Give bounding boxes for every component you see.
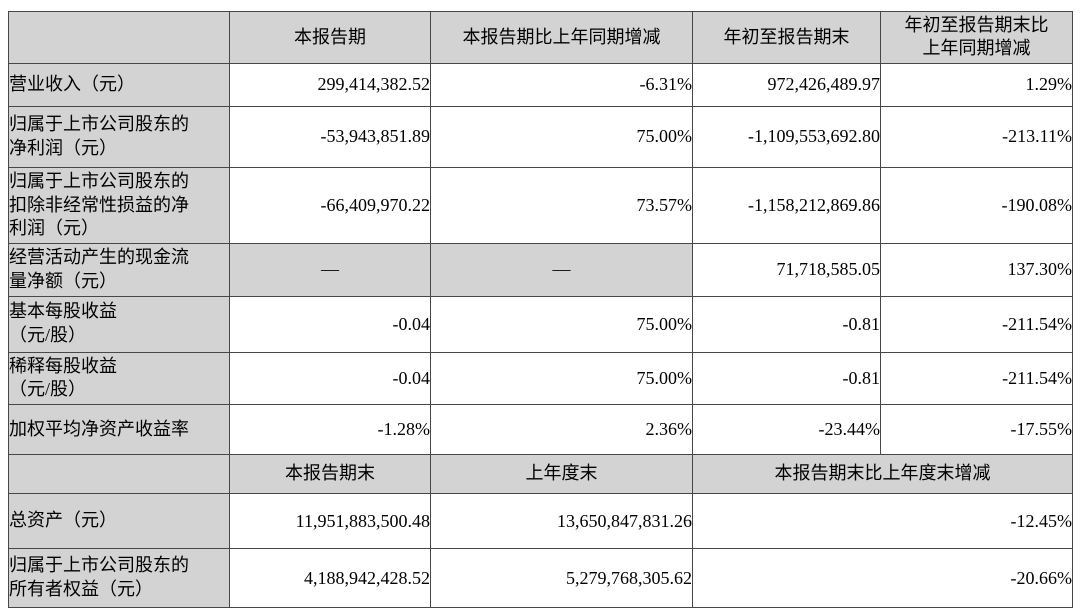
operating-revenue-period-yoy: -6.31% [430,62,693,107]
section1-corner-cell [8,11,230,64]
section1-header-row: 本报告期 本报告期比上年同期增减 年初至报告期末 年初至报告期末比 上年同期增减 [8,11,1073,64]
header-prior-year-end: 上年度末 [430,454,693,495]
row-net-profit: 归属于上市公司股东的 净利润（元） -53,943,851.89 75.00% … [8,105,1073,168]
net-profit-current: -53,943,851.89 [229,105,431,168]
basic-eps-ytd: -0.81 [692,295,881,353]
row-operating-revenue: 营业收入（元） 299,414,382.52 -6.31% 972,426,48… [8,62,1073,107]
net-profit-period-yoy: 75.00% [430,105,693,168]
row-diluted-eps: 稀释每股收益 （元/股） -0.04 75.00% -0.81 -211.54% [8,351,1073,406]
row-shareholders-equity: 归属于上市公司股东的 所有者权益（元） 4,188,942,428.52 5,2… [8,548,1073,608]
row-weighted-avg-roe: 加权平均净资产收益率 -1.28% 2.36% -23.44% -17.55% [8,404,1073,456]
shareholders-equity-change: -20.66% [692,548,1073,608]
weighted-avg-roe-label: 加权平均净资产收益率 [8,404,230,456]
shareholders-equity-prior-year-end: 5,279,768,305.62 [430,548,693,608]
section2-header-row: 本报告期末 上年度末 本报告期末比上年度末增减 [8,454,1073,495]
operating-cash-flow-ytd: 71,718,585.05 [692,243,881,297]
header-period-end-change: 本报告期末比上年度末增减 [692,454,1073,495]
shareholders-equity-period-end: 4,188,942,428.52 [229,548,431,608]
header-ytd: 年初至报告期末 [692,11,881,64]
row-net-profit-excl-nonrecurring: 归属于上市公司股东的 扣除非经常性损益的净 利润（元） -66,409,970.… [8,166,1073,245]
weighted-avg-roe-current: -1.28% [229,404,431,456]
diluted-eps-period-yoy: 75.00% [430,351,693,406]
row-basic-eps: 基本每股收益 （元/股） -0.04 75.00% -0.81 -211.54% [8,295,1073,353]
header-ytd-yoy-change: 年初至报告期末比 上年同期增减 [880,11,1073,64]
weighted-avg-roe-ytd-yoy: -17.55% [880,404,1073,456]
diluted-eps-ytd-yoy: -211.54% [880,351,1073,406]
row-total-assets: 总资产（元） 11,951,883,500.48 13,650,847,831.… [8,493,1073,550]
operating-cash-flow-ytd-yoy: 137.30% [880,243,1073,297]
total-assets-period-end: 11,951,883,500.48 [229,493,431,550]
diluted-eps-label: 稀释每股收益 （元/股） [8,351,230,406]
net-profit-excl-nonrecurring-ytd: -1,158,212,869.86 [692,166,881,245]
operating-cash-flow-current-dash: — [229,243,431,297]
operating-revenue-ytd: 972,426,489.97 [692,62,881,107]
row-operating-cash-flow: 经营活动产生的现金流 量净额（元） — — 71,718,585.05 137.… [8,243,1073,297]
net-profit-excl-nonrecurring-period-yoy: 73.57% [430,166,693,245]
financial-summary-table: 本报告期 本报告期比上年同期增减 年初至报告期末 年初至报告期末比 上年同期增减… [8,11,1073,608]
operating-revenue-ytd-yoy: 1.29% [880,62,1073,107]
weighted-avg-roe-period-yoy: 2.36% [430,404,693,456]
net-profit-excl-nonrecurring-label: 归属于上市公司股东的 扣除非经常性损益的净 利润（元） [8,166,230,245]
section2-corner-cell [8,454,230,495]
basic-eps-ytd-yoy: -211.54% [880,295,1073,353]
basic-eps-period-yoy: 75.00% [430,295,693,353]
operating-cash-flow-period-yoy-dash: — [430,243,693,297]
diluted-eps-ytd: -0.81 [692,351,881,406]
total-assets-change: -12.45% [692,493,1073,550]
net-profit-ytd-yoy: -213.11% [880,105,1073,168]
basic-eps-current: -0.04 [229,295,431,353]
basic-eps-label: 基本每股收益 （元/股） [8,295,230,353]
net-profit-excl-nonrecurring-current: -66,409,970.22 [229,166,431,245]
total-assets-label: 总资产（元） [8,493,230,550]
diluted-eps-current: -0.04 [229,351,431,406]
shareholders-equity-label: 归属于上市公司股东的 所有者权益（元） [8,548,230,608]
header-period-end: 本报告期末 [229,454,431,495]
weighted-avg-roe-ytd: -23.44% [692,404,881,456]
operating-cash-flow-label: 经营活动产生的现金流 量净额（元） [8,243,230,297]
operating-revenue-current: 299,414,382.52 [229,62,431,107]
operating-revenue-label: 营业收入（元） [8,62,230,107]
total-assets-prior-year-end: 13,650,847,831.26 [430,493,693,550]
header-current-period: 本报告期 [229,11,431,64]
net-profit-excl-nonrecurring-ytd-yoy: -190.08% [880,166,1073,245]
net-profit-ytd: -1,109,553,692.80 [692,105,881,168]
header-period-yoy-change: 本报告期比上年同期增减 [430,11,693,64]
net-profit-label: 归属于上市公司股东的 净利润（元） [8,105,230,168]
